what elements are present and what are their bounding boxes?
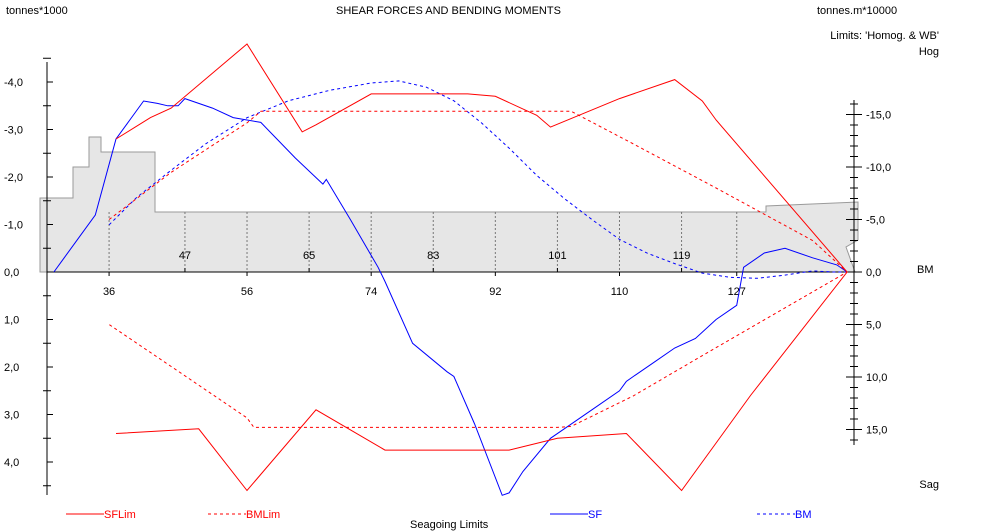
hull-profile <box>39 136 859 273</box>
left-tick-label: 0,0 <box>4 267 19 279</box>
x-upper-tick-label: 65 <box>303 250 315 262</box>
right-tick-label: -15,0 <box>866 110 891 122</box>
x-tick-label: 36 <box>103 286 115 298</box>
x-tick-label: 74 <box>365 286 377 298</box>
series-line-sf <box>53 98 848 496</box>
right-tick-label: 15,0 <box>866 425 887 437</box>
left-axis-unit: tonnes*1000 <box>6 5 68 17</box>
x-tick-label: 56 <box>241 286 253 298</box>
series-line-bmlim <box>108 110 848 428</box>
right-tick-label: 5,0 <box>866 320 881 332</box>
footer-label: Seagoing Limits <box>410 519 489 531</box>
hog-label: Hog <box>918 46 939 58</box>
legend-label-sf: SF <box>588 509 602 521</box>
left-tick-label: -1,0 <box>4 220 23 232</box>
x-tick-label: 92 <box>489 286 501 298</box>
x-upper-tick-label: 119 <box>673 250 691 262</box>
right-tick-label: 10,0 <box>866 372 887 384</box>
left-tick-label: -3,0 <box>4 125 23 137</box>
right-tick-label: 0,0 <box>866 267 881 279</box>
x-upper-tick-label: 83 <box>427 250 439 262</box>
x-tick-label: 110 <box>611 286 629 298</box>
right-tick-label: -5,0 <box>866 215 885 227</box>
series-line-bm <box>108 80 848 279</box>
left-tick-label: 3,0 <box>4 410 19 422</box>
bm-axis-label: BM <box>917 264 934 276</box>
series-line-sflim <box>115 43 848 492</box>
legend-label-bmlim: BMLim <box>246 509 280 521</box>
x-tick-label: 127 <box>728 286 746 298</box>
left-tick-label: -4,0 <box>4 77 23 89</box>
legend-label-sflim: SFLim <box>104 509 136 521</box>
x-upper-tick-label: 47 <box>179 250 191 262</box>
sag-label: Sag <box>919 479 939 491</box>
x-upper-tick-label: 101 <box>548 250 566 262</box>
chart-title: SHEAR FORCES AND BENDING MOMENTS <box>336 5 561 17</box>
left-tick-label: -2,0 <box>4 172 23 184</box>
limits-label: Limits: 'Homog. & WB' <box>830 30 939 42</box>
legend-label-bm: BM <box>795 509 812 521</box>
left-tick-label: 2,0 <box>4 362 19 374</box>
right-tick-label: -10,0 <box>866 162 891 174</box>
left-tick-label: 4,0 <box>4 457 19 469</box>
left-tick-label: 1,0 <box>4 315 19 327</box>
right-axis-unit: tonnes.m*10000 <box>817 5 898 17</box>
